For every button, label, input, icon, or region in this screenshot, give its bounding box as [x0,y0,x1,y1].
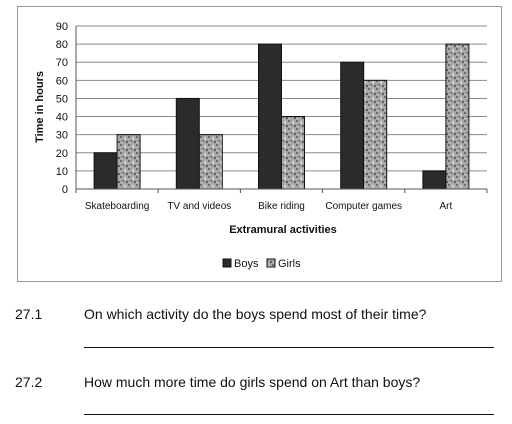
y-tick-label: 50 [56,93,68,105]
question-text: How much more time do girls spend on Art… [84,374,421,390]
y-tick-label: 0 [62,184,68,196]
y-tick-label: 20 [56,148,68,160]
y-axis-title: Time in hours [34,71,46,143]
bar-chart: 0 10 20 30 40 50 60 70 80 90 Skateboarding TV and v… [34,21,488,270]
bar-boys-tv-and-videos [175,97,200,190]
legend-label-girls: Girls [278,258,301,270]
question-number: 27.2 [15,374,43,390]
x-tick-label: Bike riding [258,201,305,212]
y-tick-label: 60 [56,75,68,87]
y-tick-label: 90 [56,21,68,33]
bar-girls-bike-riding [281,116,305,190]
x-tick-label: Art [440,201,453,212]
bar-girls-art [445,43,470,190]
question-text: On which activity do the boys spend most… [84,306,427,322]
y-tick-label: 10 [56,166,68,178]
legend-label-boys: Boys [234,258,259,270]
answer-line[interactable] [84,347,494,348]
x-tick-label: TV and videos [167,201,231,212]
question-2: 27.2 How much more time do girls spend o… [0,374,512,398]
x-tick-label: Skateboarding [85,201,150,212]
bar-boys-computer-games [340,61,365,190]
bar-boys-bike-riding [258,43,282,190]
bar-boys-skateboarding [93,152,118,190]
legend-swatch-girls [266,258,276,268]
y-tick-label: 70 [56,57,68,69]
bar-girls-skateboarding [116,134,141,190]
x-axis-title: Extramural activities [229,224,337,236]
y-tick-label: 40 [56,112,68,124]
question-1: 27.1 On which activity do the boys spend… [0,306,512,330]
y-tick-label: 30 [56,130,68,142]
bar-girls-tv-and-videos [198,134,223,190]
chart-frame [17,6,502,282]
x-tick-label: Computer games [325,201,402,212]
bar-girls-computer-games [363,79,388,190]
legend-swatch-boys [222,258,232,268]
question-number: 27.1 [15,306,43,322]
y-tick-label: 80 [56,39,68,51]
bar-boys-art [422,170,447,190]
answer-line[interactable] [84,414,494,415]
